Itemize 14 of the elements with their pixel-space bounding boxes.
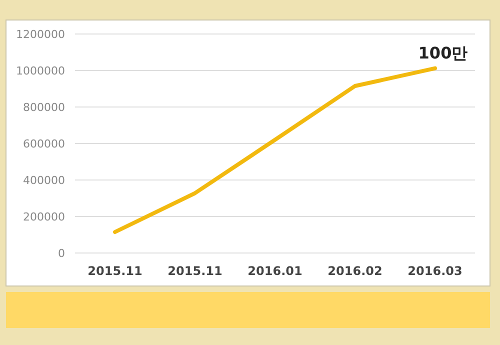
y-tick-label: 1200000 — [16, 28, 65, 41]
y-tick-label: 800000 — [23, 101, 65, 114]
y-tick-label: 400000 — [23, 174, 65, 187]
y-tick-label: 600000 — [23, 138, 65, 150]
line-series — [113, 66, 437, 234]
x-tick-label: 2016.01 — [248, 264, 302, 278]
y-tick-label: 1000000 — [16, 64, 65, 78]
x-tick-label: 2015.11 — [88, 264, 142, 278]
y-tick-label: 0 — [58, 247, 65, 260]
x-tick-label: 2015.11 — [168, 264, 222, 278]
annotation: 100만 — [418, 43, 468, 62]
x-tick-label: 2016.03 — [408, 264, 462, 278]
x-tick-label: 2016.02 — [328, 264, 382, 278]
y-tick-label: 200000 — [23, 210, 65, 224]
